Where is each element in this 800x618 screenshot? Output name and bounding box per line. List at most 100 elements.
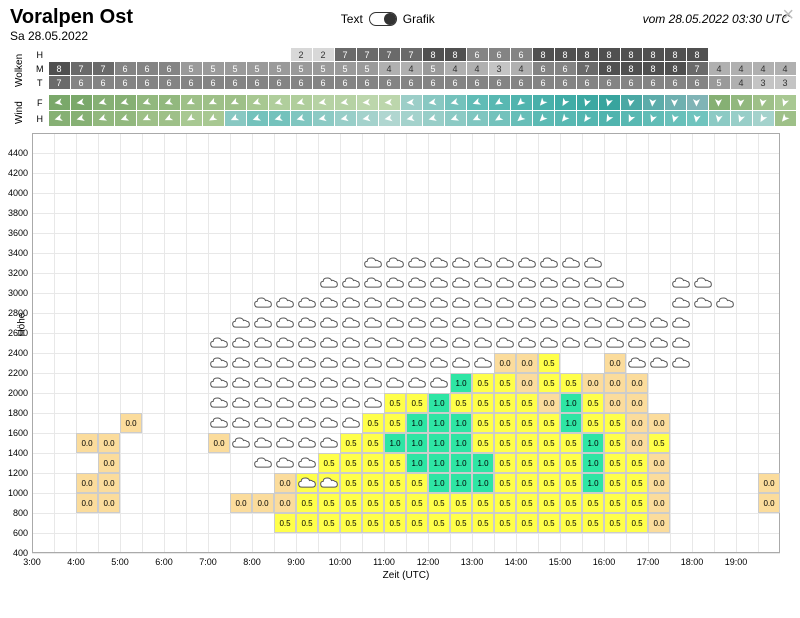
wolken-cell: 6 <box>422 76 444 90</box>
precip-cell: 0.5 <box>494 493 516 513</box>
cloud-icon <box>297 395 317 411</box>
cloud-icon <box>429 295 449 311</box>
cloud-icon <box>451 315 471 331</box>
cloud-icon <box>649 355 669 371</box>
precip-cell: 0.5 <box>516 413 538 433</box>
x-tick-label: 6:00 <box>155 557 173 567</box>
wind-cell: ➤ <box>664 111 686 127</box>
cloud-icon <box>561 335 581 351</box>
wind-cell: ➤ <box>400 95 422 111</box>
wolken-cell: 4 <box>400 62 422 76</box>
wind-arrow-icon: ➤ <box>405 111 417 126</box>
wolken-cell: 8 <box>576 48 598 62</box>
y-tick-label: 3800 <box>0 208 28 218</box>
cloud-icon <box>297 415 317 431</box>
precip-cell: 0.5 <box>648 433 670 453</box>
wind-arrow-icon: ➤ <box>228 95 242 111</box>
precip-cell: 0.5 <box>472 413 494 433</box>
precip-cell: 0.5 <box>560 373 582 393</box>
precip-cell: 0.5 <box>582 393 604 413</box>
cloud-icon <box>385 255 405 271</box>
wolken-cell: 2 <box>312 48 334 62</box>
wolken-cell: 8 <box>620 62 642 76</box>
precip-cell: 0.5 <box>626 493 648 513</box>
cloud-icon <box>429 335 449 351</box>
wind-cell: ➤ <box>532 111 554 127</box>
wolken-cell: 3 <box>774 76 796 90</box>
cloud-icon <box>319 275 339 291</box>
precip-cell: 1.0 <box>406 413 428 433</box>
toggle-grafik-label: Grafik <box>403 12 435 26</box>
cloud-icon <box>231 395 251 411</box>
close-icon[interactable]: × <box>782 4 794 27</box>
cloud-icon <box>627 355 647 371</box>
cloud-icon <box>297 355 317 371</box>
cloud-icon <box>363 395 383 411</box>
precip-cell: 0.0 <box>98 433 120 453</box>
wind-arrow-icon: ➤ <box>250 95 263 110</box>
wolken-cell: 8 <box>598 62 620 76</box>
wolken-cell: 6 <box>532 62 554 76</box>
wind-cell: ➤ <box>70 111 92 127</box>
toggle-switch[interactable] <box>369 12 397 26</box>
precip-cell: 0.5 <box>472 493 494 513</box>
wind-arrow-icon: ➤ <box>339 111 351 126</box>
x-tick-label: 9:00 <box>287 557 305 567</box>
precip-cell: 0.5 <box>626 513 648 533</box>
cloud-icon <box>253 315 273 331</box>
wolken-row-label: M <box>32 62 48 76</box>
cloud-icon <box>429 375 449 391</box>
wind-cell: ➤ <box>576 111 598 127</box>
cloud-icon <box>363 355 383 371</box>
wind-cell: ➤ <box>422 111 444 127</box>
cloud-icon <box>341 295 361 311</box>
wind-cell: ➤ <box>334 111 356 127</box>
wolken-cell: 4 <box>752 62 774 76</box>
wind-cell: ➤ <box>70 95 92 111</box>
y-tick-label: 1600 <box>0 428 28 438</box>
cloud-icon <box>495 255 515 271</box>
cloud-icon <box>495 335 515 351</box>
wind-arrow-icon: ➤ <box>557 95 573 109</box>
precip-cell: 0.5 <box>340 513 362 533</box>
cloud-icon <box>275 455 295 471</box>
wind-arrow-icon: ➤ <box>162 95 175 110</box>
y-tick-label: 3000 <box>0 288 28 298</box>
wind-arrow-icon: ➤ <box>140 95 153 110</box>
cloud-icon <box>319 415 339 431</box>
precip-cell: 0.5 <box>560 493 582 513</box>
wind-cell: ➤ <box>554 95 576 111</box>
wind-arrow-icon: ➤ <box>492 95 506 111</box>
wolken-cell: 7 <box>48 76 70 90</box>
timestamp: vom 28.05.2022 03:30 UTC <box>643 12 790 26</box>
cloud-icon <box>209 395 229 411</box>
wolken-cell: 6 <box>488 48 510 62</box>
wolken-cell <box>70 48 92 62</box>
precip-cell: 1.0 <box>582 433 604 453</box>
page-subtitle: Sa 28.05.2022 <box>10 29 133 43</box>
wind-cell: ➤ <box>664 95 686 111</box>
wind-arrow-icon: ➤ <box>579 96 594 109</box>
wolken-cell: 2 <box>290 48 312 62</box>
wolken-cell: 6 <box>466 48 488 62</box>
precip-cell: 0.5 <box>362 453 384 473</box>
cloud-icon <box>583 335 603 351</box>
wolken-cell: 6 <box>136 76 158 90</box>
wolken-cell: 6 <box>554 62 576 76</box>
y-tick-label: 2800 <box>0 308 28 318</box>
wind-arrow-icon: ➤ <box>184 111 198 127</box>
precip-cell: 0.0 <box>76 473 98 493</box>
cloud-icon <box>561 295 581 311</box>
y-tick-label: 1200 <box>0 468 28 478</box>
precip-cell: 0.5 <box>362 433 384 453</box>
cloud-icon <box>715 295 735 311</box>
y-tick-label: 800 <box>0 508 28 518</box>
wolken-cell: 7 <box>686 62 708 76</box>
view-toggle[interactable]: Text Grafik <box>341 12 435 26</box>
wind-cell: ➤ <box>466 95 488 111</box>
wind-arrow-icon: ➤ <box>691 98 704 107</box>
cloud-icon <box>605 275 625 291</box>
wind-cell: ➤ <box>598 111 620 127</box>
wolken-cell: 8 <box>444 48 466 62</box>
cloud-icon <box>275 315 295 331</box>
